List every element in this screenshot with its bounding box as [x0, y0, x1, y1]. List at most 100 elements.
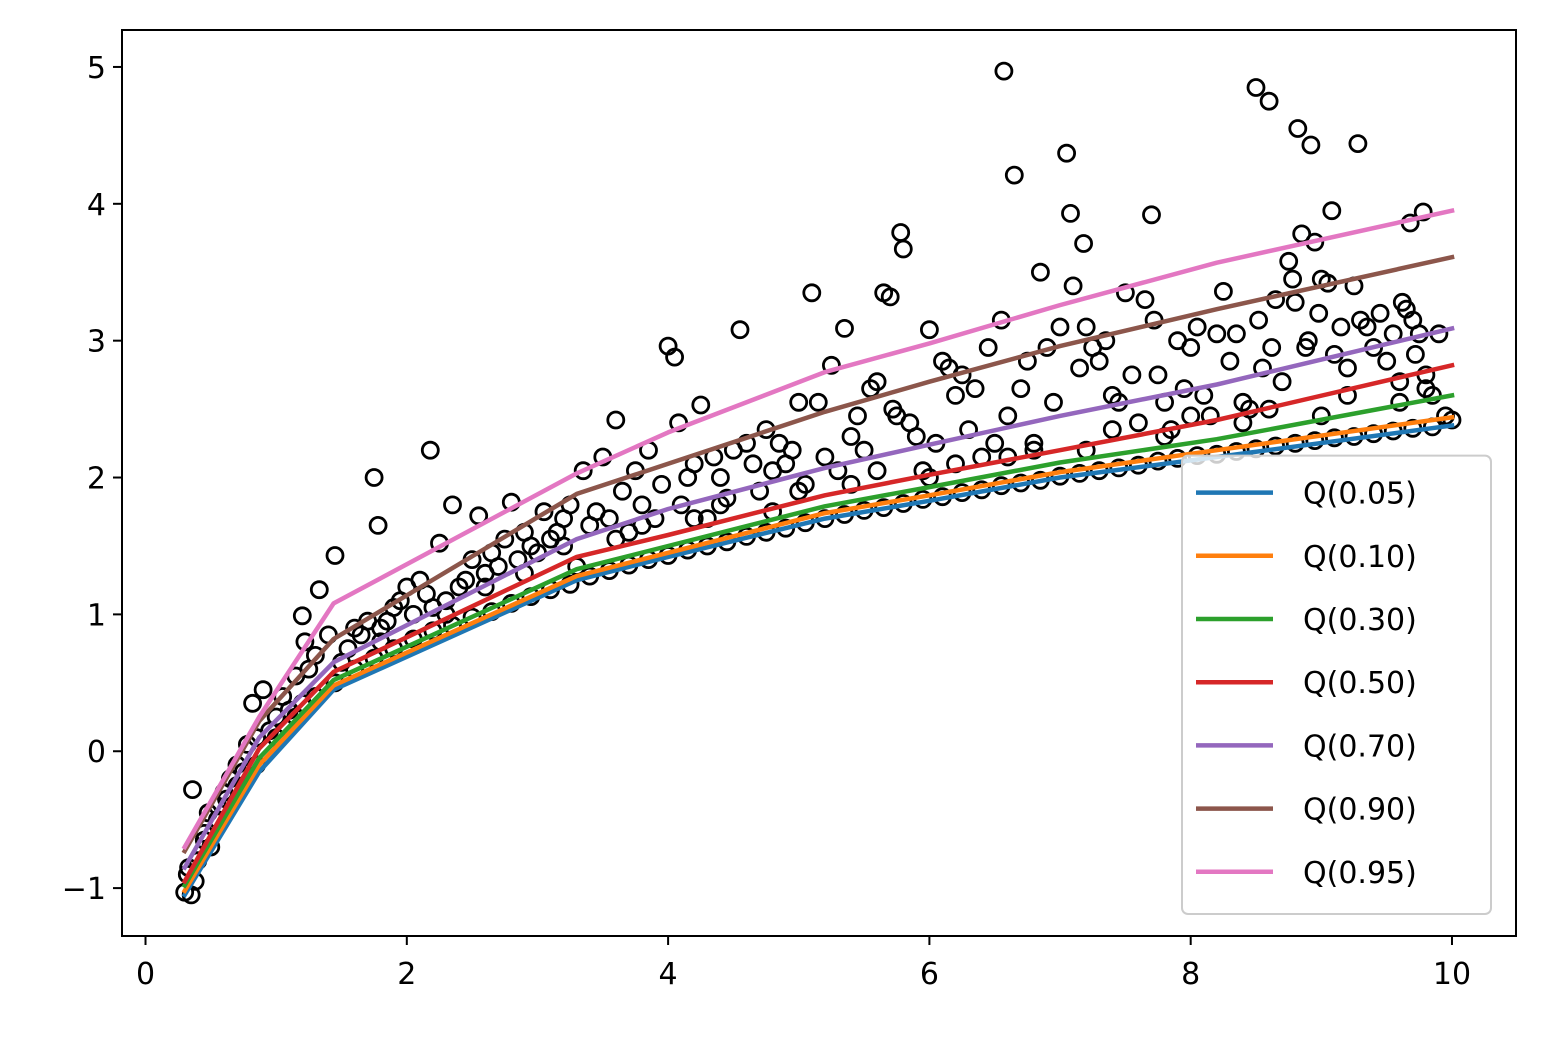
- scatter-point: [475, 577, 495, 597]
- scatter-point: [1135, 290, 1155, 310]
- legend-label: Q(0.50): [1303, 666, 1417, 701]
- scatter-point: [730, 320, 750, 340]
- scatter-point: [669, 413, 688, 433]
- scatter-point: [1061, 203, 1080, 223]
- series-line-q050: [181, 362, 1455, 885]
- scatter-point: [1024, 433, 1044, 453]
- scatter-point: [1122, 365, 1142, 385]
- scatter-point: [554, 536, 573, 556]
- scatter-point: [1285, 292, 1305, 312]
- scatter-point: [1004, 165, 1024, 185]
- scatter-point: [1406, 344, 1425, 364]
- scatter-point: [743, 454, 763, 474]
- scatter-point: [606, 410, 626, 430]
- x-tick-label: 0: [136, 957, 155, 992]
- scatter-point: [488, 557, 508, 576]
- scatter-point: [1096, 331, 1116, 351]
- scatter-point: [965, 379, 985, 399]
- scatter-point: [1116, 283, 1135, 303]
- scatter-point: [1181, 406, 1201, 426]
- series-line-q070: [181, 325, 1455, 871]
- scatter-point: [828, 461, 848, 481]
- y-tick-label: 2: [87, 462, 106, 497]
- scatter-point: [1253, 358, 1272, 378]
- scatter-point: [946, 385, 965, 405]
- scatter-point: [573, 461, 593, 481]
- scatter-point: [1311, 406, 1331, 426]
- scatter-point: [1357, 317, 1377, 337]
- scatter-point: [867, 372, 887, 392]
- scatter-point: [1076, 317, 1096, 337]
- scatter-point: [325, 546, 345, 565]
- scatter-point: [1370, 303, 1390, 323]
- scatter-point: [1011, 379, 1031, 399]
- legend-label: Q(0.30): [1303, 603, 1417, 638]
- scatter-point: [292, 606, 312, 626]
- scatter-point: [1129, 413, 1148, 433]
- scatter-point: [1024, 440, 1044, 460]
- scatter-point: [1220, 351, 1240, 371]
- x-tick-label: 8: [1181, 957, 1200, 992]
- scatter-point: [1057, 143, 1076, 163]
- scatter-point: [1214, 281, 1233, 301]
- legend-label: Q(0.70): [1303, 729, 1417, 764]
- scatter-point: [1338, 358, 1357, 378]
- scatter-point: [782, 440, 802, 460]
- scatter-point: [1288, 119, 1308, 138]
- scatter-point: [652, 474, 671, 494]
- y-tick-label: 0: [87, 735, 106, 770]
- scatter-point: [802, 283, 822, 303]
- scatter-point: [1148, 365, 1168, 385]
- legend-label: Q(0.05): [1303, 477, 1417, 512]
- scatter-point: [808, 392, 828, 412]
- scatter-point: [985, 433, 1005, 453]
- scatter-point: [815, 447, 835, 467]
- scatter-point: [1181, 338, 1201, 357]
- scatter-point: [1416, 379, 1436, 399]
- scatter-point: [994, 61, 1014, 81]
- scatter-point: [1142, 205, 1161, 225]
- scatter-point: [1102, 420, 1122, 440]
- scatter-point: [1207, 324, 1227, 344]
- x-axis-ticks: 0 2 4 6 8 10: [136, 936, 1471, 992]
- scatter-point: [835, 318, 854, 338]
- scatter-point: [364, 468, 384, 487]
- scatter-point: [789, 481, 809, 501]
- scatter-point: [253, 680, 273, 700]
- series-line-q090: [181, 254, 1455, 855]
- x-tick-label: 10: [1433, 957, 1471, 992]
- scatter-point: [691, 395, 711, 415]
- scatter-point: [1187, 317, 1207, 337]
- scatter-point: [1246, 78, 1266, 97]
- scatter-point: [613, 481, 632, 501]
- scatter-point: [998, 406, 1018, 426]
- scatter-point: [1070, 358, 1089, 378]
- scatter-point: [1044, 392, 1063, 412]
- legend-label: Q(0.90): [1303, 793, 1417, 828]
- scatter-point: [1249, 310, 1268, 330]
- scatter-point: [1089, 351, 1109, 371]
- legend-box: [1181, 454, 1492, 915]
- scatter-point: [534, 502, 554, 522]
- scatter-point: [309, 580, 329, 600]
- scatter-point: [920, 320, 939, 340]
- scatter-point: [841, 427, 861, 446]
- scatter-point: [183, 780, 202, 799]
- y-tick-label: −1: [62, 872, 106, 907]
- scatter-point: [867, 461, 887, 481]
- y-tick-label: 4: [87, 188, 106, 223]
- scatter-point: [737, 433, 756, 453]
- y-tick-label: 1: [87, 598, 106, 633]
- scatter-point: [665, 347, 684, 367]
- scatter-point: [1031, 262, 1050, 282]
- scatter-point: [1331, 317, 1351, 337]
- scatter-point: [1074, 234, 1093, 253]
- scatter-point: [443, 495, 462, 515]
- scatter-point: [880, 287, 900, 307]
- x-tick-label: 6: [920, 957, 939, 992]
- scatter-point: [1259, 91, 1279, 111]
- scatter-point: [1322, 201, 1342, 221]
- scatter-point: [891, 223, 911, 242]
- scatter-point: [848, 406, 867, 426]
